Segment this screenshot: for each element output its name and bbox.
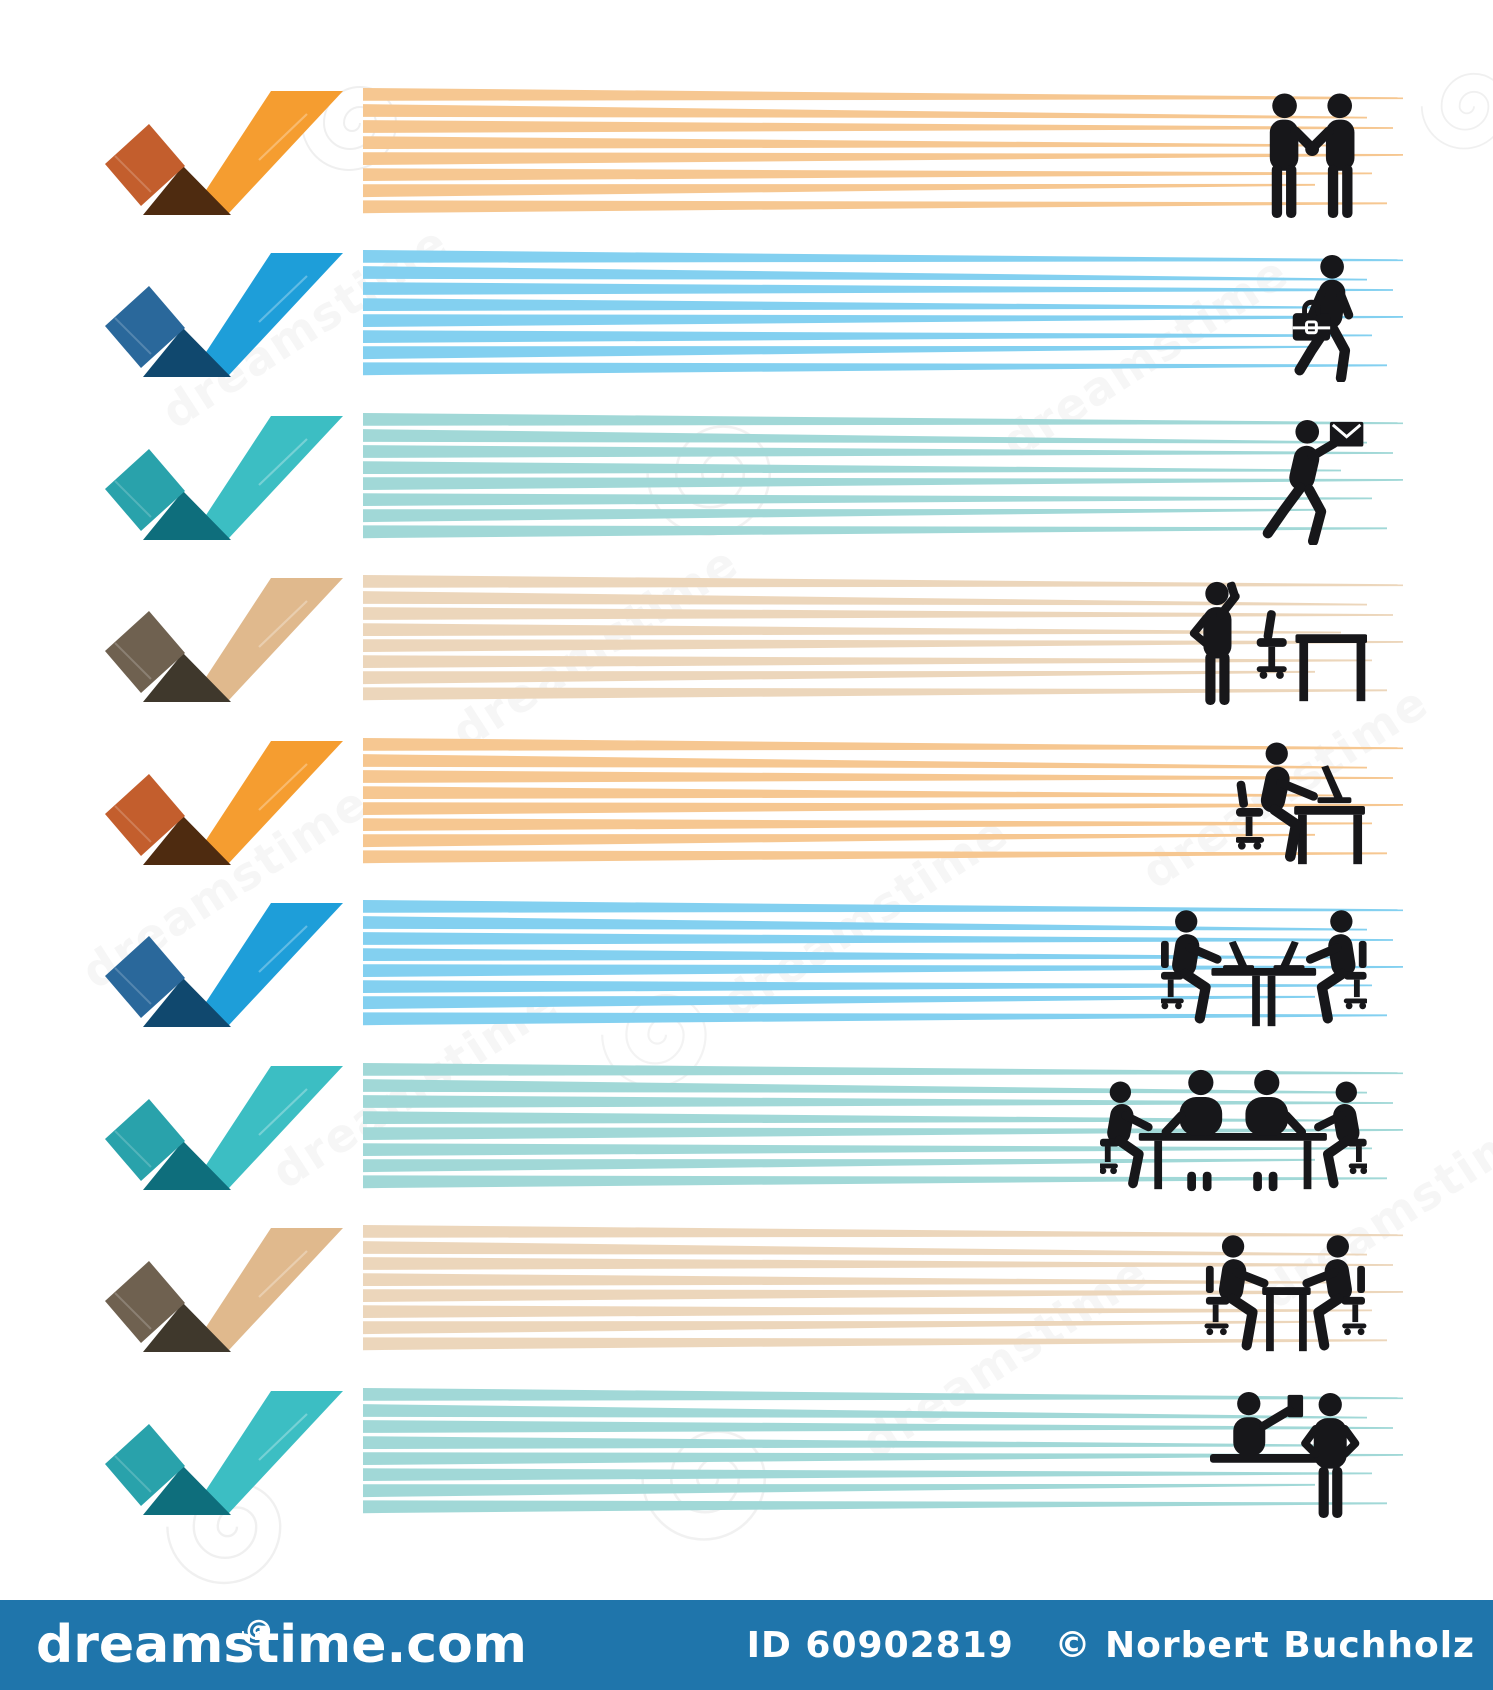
checkmark-graphic <box>105 903 343 1027</box>
checklist-row-1 <box>0 88 1493 220</box>
check-mark-icon <box>103 738 343 870</box>
checkmark-graphic <box>105 1391 343 1515</box>
check-mark-icon <box>103 1225 343 1357</box>
stripes-graphic <box>363 738 1403 864</box>
checkmark-graphic <box>105 1066 343 1190</box>
check-mark-icon <box>103 1063 343 1195</box>
speed-stripes <box>363 413 1403 541</box>
checkmark-graphic <box>105 91 343 215</box>
copyright-text: © Norbert Buchholz <box>1054 1624 1475 1666</box>
stripes-graphic <box>363 1063 1403 1189</box>
speed-stripes <box>363 738 1403 866</box>
stripes-graphic <box>363 88 1403 214</box>
mail-runner-icon <box>1259 417 1367 545</box>
checkmark-graphic <box>105 741 343 865</box>
speed-stripes <box>363 250 1403 378</box>
team-meeting-graphic <box>1100 1069 1367 1192</box>
team-meeting-icon <box>1100 1067 1367 1195</box>
speed-stripes <box>363 88 1403 216</box>
checklist-row-7 <box>0 1063 1493 1195</box>
speed-stripes <box>363 575 1403 703</box>
check-mark-icon <box>103 88 343 220</box>
check-mark-icon <box>103 250 343 382</box>
stripes-graphic <box>363 250 1403 376</box>
checkmark-graphic <box>105 416 343 540</box>
reception-desk-graphic <box>1209 1392 1360 1519</box>
image-id: ID 60902819 <box>746 1624 1014 1666</box>
image-credit: ID 60902819 © Norbert Buchholz <box>747 1625 1475 1666</box>
speed-stripes <box>363 900 1403 1028</box>
handshake-graphic <box>1269 93 1355 219</box>
checkmark-graphic <box>105 253 343 377</box>
check-mark-icon <box>103 900 343 1032</box>
stripes-graphic <box>363 575 1403 701</box>
speed-stripes <box>363 1225 1403 1353</box>
check-mark-icon <box>103 413 343 545</box>
dreamstime-logo-text: dreamstime.com <box>36 1615 527 1675</box>
watermark-footer-bar: dreamstime.com ID 60902819 © Norbert Buc… <box>0 1600 1493 1690</box>
checklist-row-9 <box>0 1388 1493 1520</box>
handshake-icon <box>1257 92 1367 220</box>
checklist-row-3 <box>0 413 1493 545</box>
checklist-row-2 <box>0 250 1493 382</box>
checklist-row-8 <box>0 1225 1493 1357</box>
dreamstime-logo: dreamstime.com <box>36 1619 527 1671</box>
table-talk-icon <box>1204 1229 1367 1357</box>
dreamstime-spiral-icon <box>241 1603 276 1655</box>
checkmark-graphic <box>105 578 343 702</box>
two-laptop-meeting-icon <box>1161 904 1367 1032</box>
checkmark-graphic <box>105 1228 343 1352</box>
checklist-row-4 <box>0 575 1493 707</box>
spiral-watermark-icon <box>241 1620 271 1646</box>
reception-desk-icon <box>1209 1392 1367 1520</box>
laptop-desk-icon <box>1236 742 1367 870</box>
check-mark-icon <box>103 1388 343 1520</box>
checklist-row-5 <box>0 738 1493 870</box>
stripes-graphic <box>363 413 1403 539</box>
phone-desk-graphic <box>1189 581 1367 706</box>
table-talk-graphic <box>1204 1235 1367 1352</box>
phone-desk-icon <box>1183 579 1367 707</box>
check-mark-icon <box>103 575 343 707</box>
checklist-row-6 <box>0 900 1493 1032</box>
speed-stripes <box>363 1388 1403 1516</box>
speed-stripes <box>363 1063 1403 1191</box>
stripes-graphic <box>363 900 1403 1026</box>
stripes-graphic <box>363 1388 1403 1514</box>
briefcase-walker-icon <box>1276 254 1367 382</box>
two-laptop-meeting-graphic <box>1161 910 1367 1027</box>
mail-runner-graphic <box>1262 419 1364 545</box>
laptop-desk-graphic <box>1236 742 1366 865</box>
briefcase-walker-graphic <box>1293 254 1354 382</box>
stripes-graphic <box>363 1225 1403 1351</box>
